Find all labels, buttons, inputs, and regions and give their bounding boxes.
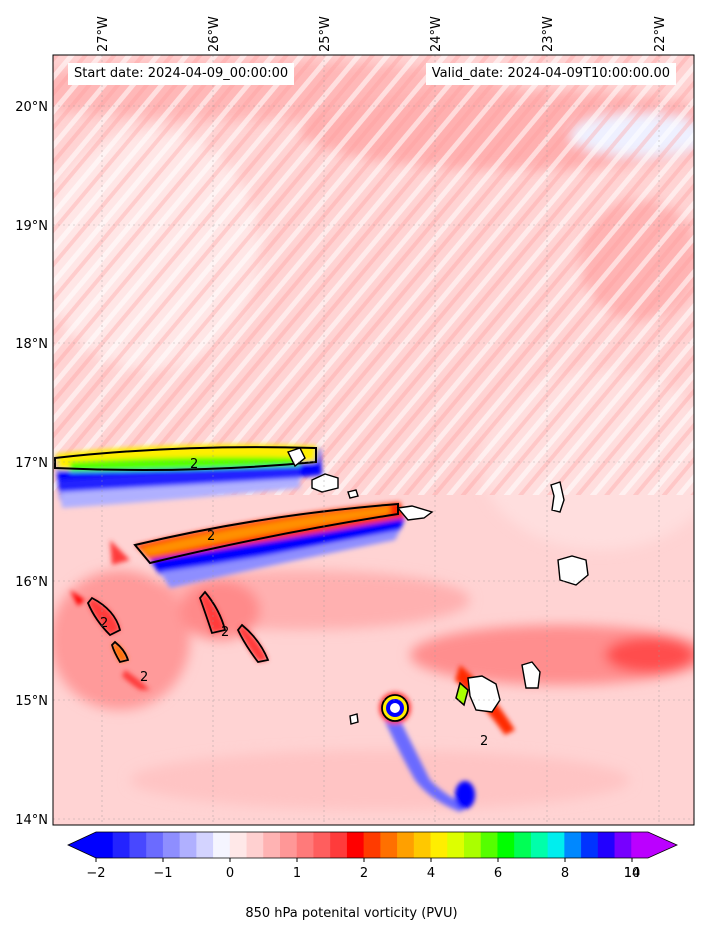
colorbar-swatch (280, 832, 298, 858)
colorbar-swatch (413, 832, 432, 858)
lon-label: 23°W (541, 16, 556, 52)
contour-label: 2 (221, 625, 229, 640)
colorbar-swatch (146, 832, 164, 858)
colorbar-swatch (631, 832, 649, 858)
colorbar-tick-label: 8 (561, 866, 569, 881)
colorbar-swatch (296, 832, 314, 858)
colorbar-swatch (480, 832, 498, 858)
valid-date-label: Valid_date: 2024-04-09T10:00:00.00 (425, 63, 676, 85)
colorbar-swatch (514, 832, 532, 858)
lat-label: 18°N (15, 337, 48, 352)
colorbar-swatch (430, 832, 448, 858)
contour-label: 2 (190, 457, 198, 472)
colorbar-swatch (614, 832, 632, 858)
colorbar-tick-label: 10 (624, 866, 641, 881)
lat-label: 20°N (15, 100, 48, 115)
lat-label: 14°N (15, 813, 48, 828)
colorbar-tick-label: −1 (153, 866, 172, 881)
lat-label: 16°N (15, 575, 48, 590)
start-date-label: Start date: 2024-04-09_00:00:00 (68, 63, 295, 85)
colorbar-tick-label: 1 (293, 866, 301, 881)
colorbar-swatch (581, 832, 599, 858)
colorbar-swatch (547, 832, 565, 858)
lon-label: 26°W (207, 16, 222, 52)
lon-label: 25°W (318, 16, 333, 52)
colorbar-tick-label: 6 (494, 866, 502, 881)
colorbar-tick-label: 4 (427, 866, 435, 881)
colorbar-swatch (464, 832, 482, 858)
colorbar-swatch (330, 832, 348, 858)
colorbar-swatch (196, 832, 214, 858)
coastlines (287, 447, 589, 725)
colorbar-swatch (96, 832, 114, 858)
colorbar-swatch (597, 832, 616, 858)
colorbar-tick-label: 0 (226, 866, 234, 881)
colorbar-swatch (313, 832, 331, 858)
colorbar-swatch (179, 832, 197, 858)
lat-label: 19°N (15, 219, 48, 234)
colorbar-swatch (112, 832, 130, 858)
lon-label: 24°W (429, 16, 444, 52)
contour-label: 2 (100, 616, 108, 631)
contour-label: 2 (480, 734, 488, 749)
contour-label: 2 (207, 529, 215, 544)
colorbar-tick-label: −2 (86, 866, 105, 881)
map-frame (52, 54, 695, 826)
colorbar-swatch (246, 832, 264, 858)
contour-label: 2 (140, 670, 148, 685)
latitude-labels: 20°N 19°N 18°N 17°N 16°N 15°N 14°N (15, 100, 48, 828)
colorbar-swatch (213, 832, 231, 858)
lon-label: 27°W (96, 16, 111, 52)
colorbar-swatch (447, 832, 465, 858)
colorbar-tick-label: 2 (360, 866, 368, 881)
colorbar-extend-max (648, 832, 677, 858)
colorbar-swatch (363, 832, 381, 858)
colorbar-title: 850 hPa potenital vorticity (PVU) (245, 906, 458, 921)
colorbar-swatch (129, 832, 147, 858)
colorbar-swatch (346, 832, 365, 858)
colorbar-swatch (530, 832, 549, 858)
colorbar-tick-label: 14 (624, 866, 641, 881)
colorbar-swatch (380, 832, 398, 858)
pv-field: 2 2 2 2 2 2 (53, 55, 694, 825)
colorbar-swatch (397, 832, 415, 858)
colorbar-swatch (497, 832, 515, 858)
colorbar-swatch (162, 832, 181, 858)
lon-label: 22°W (653, 16, 668, 52)
colorbar-swatch (229, 832, 248, 858)
colorbar-swatch (263, 832, 281, 858)
gridlines (53, 55, 694, 825)
lat-label: 17°N (15, 456, 48, 471)
colorbar-swatch (564, 832, 582, 858)
colorbar-extend-min (68, 832, 96, 858)
longitude-labels: 27°W 26°W 25°W 24°W 23°W 22°W (96, 16, 668, 52)
lat-label: 15°N (15, 694, 48, 709)
